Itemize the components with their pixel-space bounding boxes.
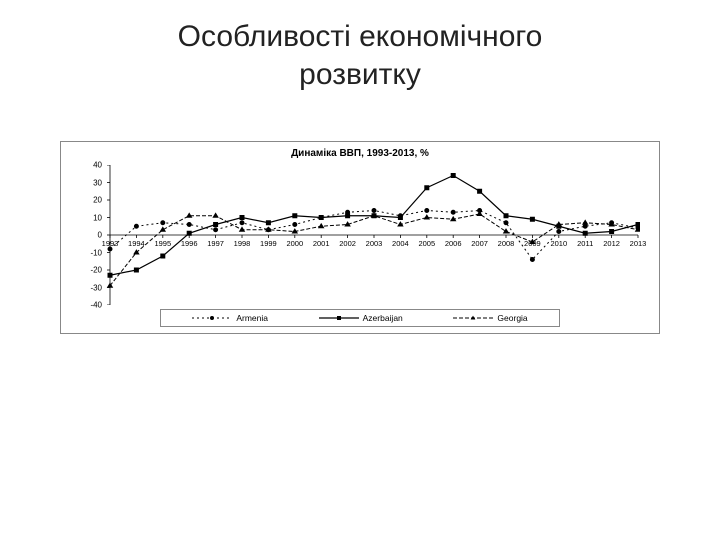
- y-axis-label: 10: [80, 213, 102, 222]
- x-axis-label: 2011: [577, 239, 593, 248]
- chart-title: Динаміка ВВП, 1993-2013, %: [71, 148, 649, 159]
- slide-title: Особливості економічного розвитку: [0, 0, 720, 93]
- x-axis-label: 2007: [471, 239, 488, 248]
- x-axis-label: 2008: [498, 239, 515, 248]
- legend-label: Armenia: [236, 313, 268, 323]
- y-axis-label: -30: [80, 283, 102, 292]
- legend-label: Azerbaijan: [363, 313, 403, 323]
- x-axis-label: 2001: [313, 239, 330, 248]
- chart-plot-area: 403020100-10-20-30-401993199419951996199…: [80, 165, 640, 305]
- x-axis-label: 2006: [445, 239, 462, 248]
- x-axis-label: 2004: [392, 239, 409, 248]
- legend-item-georgia: Georgia: [453, 313, 527, 323]
- y-axis-label: 20: [80, 196, 102, 205]
- x-axis-label: 1995: [154, 239, 171, 248]
- x-axis-label: 1997: [207, 239, 224, 248]
- x-axis-label: 1999: [260, 239, 277, 248]
- y-axis-label: -10: [80, 248, 102, 257]
- y-axis-label: 40: [80, 161, 102, 170]
- title-line-1: Особливості економічного: [178, 20, 543, 53]
- x-axis-label: 2002: [339, 239, 356, 248]
- y-axis-label: 30: [80, 178, 102, 187]
- x-axis-label: 1996: [181, 239, 198, 248]
- chart-legend: Armenia Azerbaijan Georgia: [160, 309, 560, 327]
- y-axis-label: -20: [80, 266, 102, 275]
- x-axis-label: 2000: [286, 239, 303, 248]
- x-axis-label: 1993: [102, 239, 119, 248]
- x-axis-label: 2003: [366, 239, 383, 248]
- legend-item-armenia: Armenia: [192, 313, 268, 323]
- x-axis-label: 1994: [128, 239, 145, 248]
- x-axis-label: 2005: [418, 239, 435, 248]
- x-axis-label: 2010: [550, 239, 567, 248]
- x-axis-label: 2013: [630, 239, 647, 248]
- x-axis-label: 2009: [524, 239, 541, 248]
- legend-item-azerbaijan: Azerbaijan: [319, 313, 403, 323]
- gdp-chart-container: Динаміка ВВП, 1993-2013, % 403020100-10-…: [60, 141, 660, 334]
- legend-label: Georgia: [497, 313, 527, 323]
- y-axis-label: -40: [80, 301, 102, 310]
- x-axis-label: 2012: [603, 239, 620, 248]
- title-line-2: розвитку: [299, 58, 421, 91]
- x-axis-label: 1998: [234, 239, 251, 248]
- y-axis-label: 0: [80, 231, 102, 240]
